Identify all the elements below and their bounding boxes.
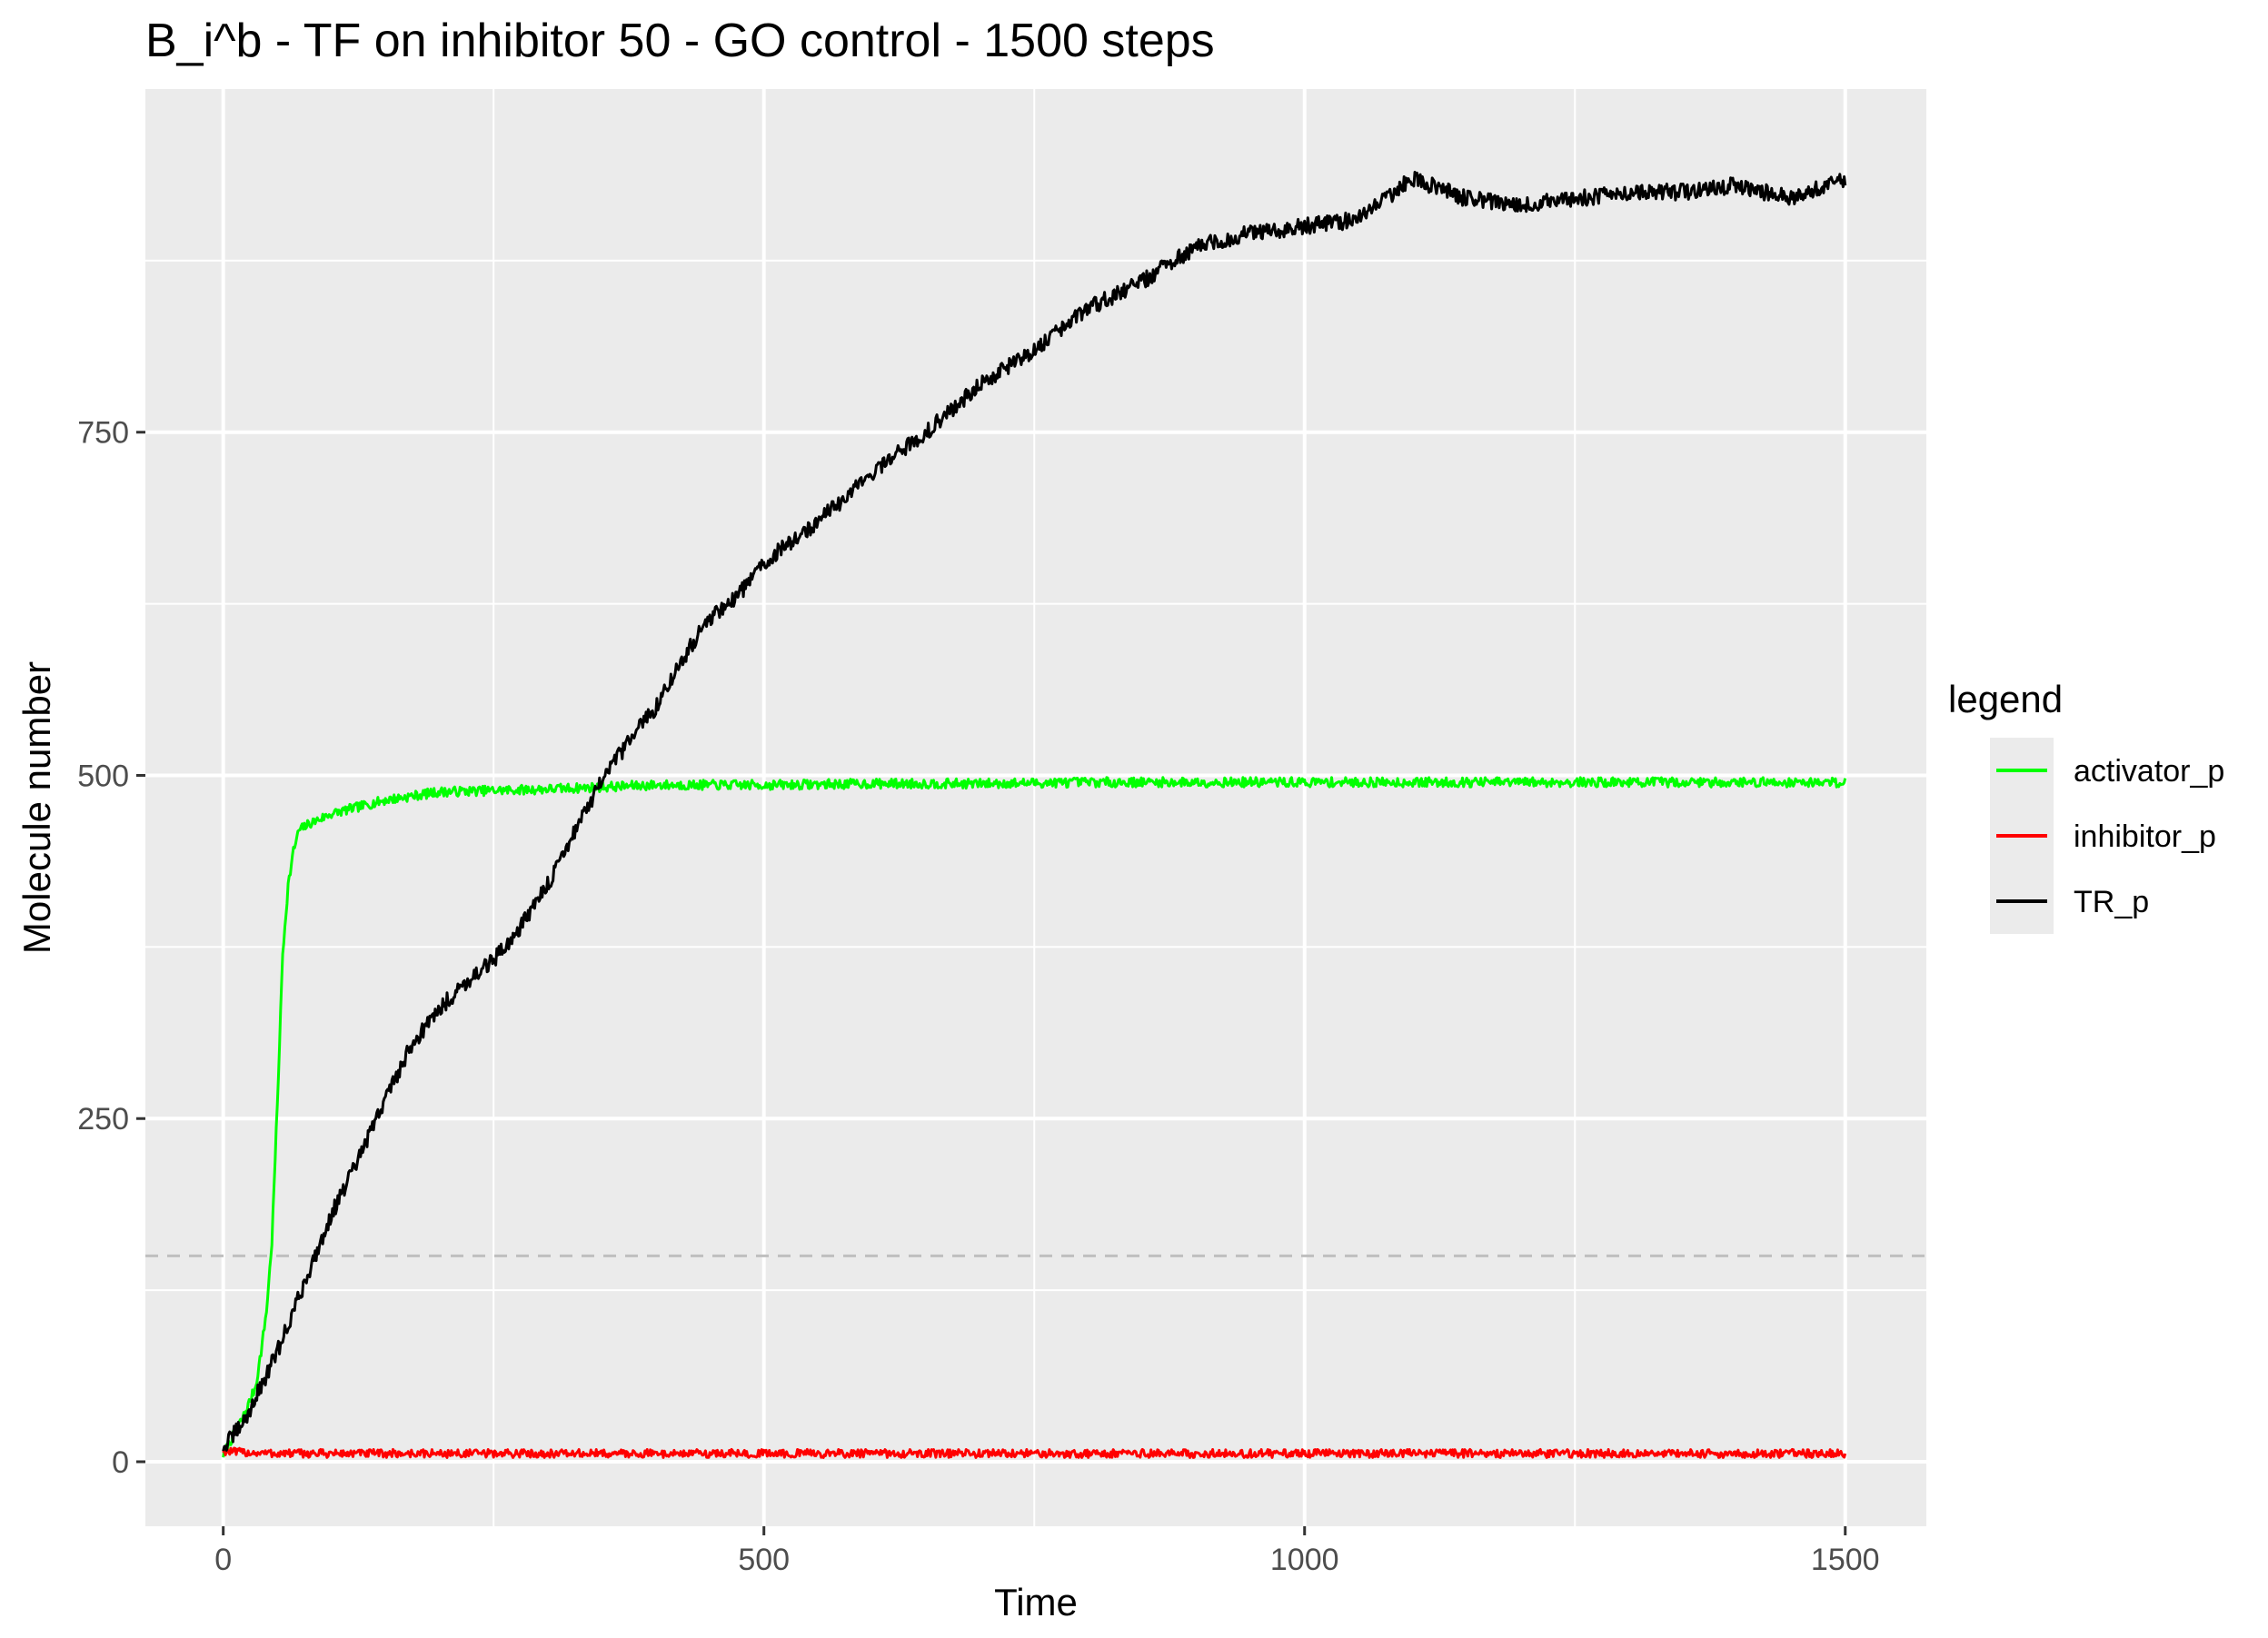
x-axis-ticks: 0 500 1000 1500 (214, 1526, 1880, 1577)
y-axis-ticks: 0 250 500 750 (77, 416, 145, 1480)
x-tick-label: 0 (214, 1543, 232, 1577)
series-lines (222, 171, 1847, 1459)
y-tick-label: 0 (112, 1445, 129, 1480)
y-tick-label: 750 (77, 416, 129, 451)
legend-label-inhibitor_p: inhibitor_p (2074, 819, 2216, 854)
x-tick-label: 500 (738, 1543, 790, 1577)
series-line-TR_p (222, 171, 1847, 1452)
x-tick-label: 1000 (1270, 1543, 1339, 1577)
plot-panel (145, 89, 1926, 1526)
y-tick-label: 250 (77, 1102, 129, 1137)
legend: legend activator_p inhibitor_p TR_p (1948, 678, 2224, 934)
chart-title: B_i^b - TF on inhibitor 50 - GO control … (145, 15, 1215, 67)
x-axis-title: Time (994, 1581, 1078, 1623)
grid-major (145, 89, 1926, 1526)
legend-title: legend (1948, 678, 2063, 720)
legend-label-activator_p: activator_p (2074, 754, 2224, 789)
y-tick-label: 500 (77, 759, 129, 793)
series-line-inhibitor_p (222, 1446, 1847, 1459)
legend-items: activator_p inhibitor_p TR_p (1990, 738, 2224, 934)
y-axis-title: Molecule number (15, 661, 58, 954)
legend-label-TR_p: TR_p (2074, 885, 2149, 919)
grid-minor (145, 89, 1926, 1526)
series-line-activator_p (222, 776, 1847, 1458)
x-tick-label: 1500 (1811, 1543, 1880, 1577)
